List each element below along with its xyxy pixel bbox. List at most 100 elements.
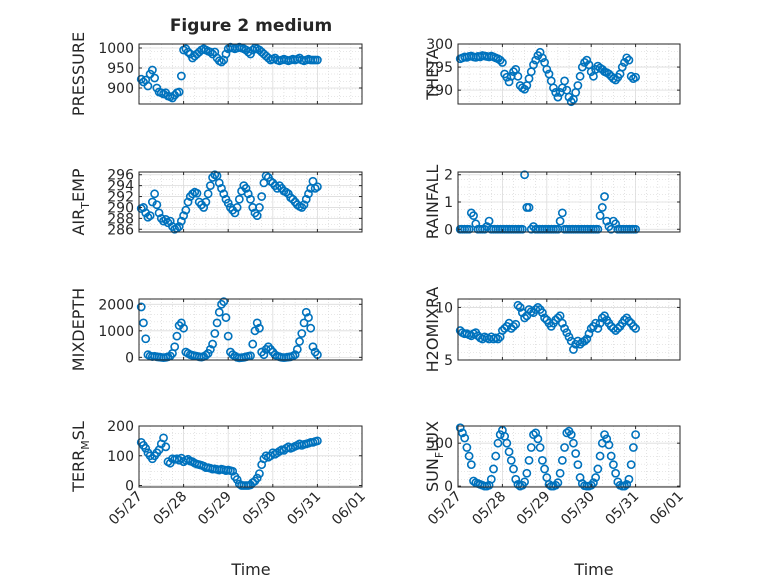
y-tick-label: 292 <box>107 190 134 206</box>
data-point <box>604 69 614 79</box>
y-tick-label: 286 <box>107 222 134 238</box>
data-point <box>595 451 605 461</box>
data-point <box>214 178 224 188</box>
data-point <box>566 97 576 107</box>
y-tick-label: 300 <box>426 37 453 53</box>
data-point <box>192 188 202 198</box>
data-point <box>484 216 494 226</box>
y-axis-label: RAINFALL <box>423 165 442 240</box>
data-point <box>509 67 518 77</box>
x-tick-label: 05/29 <box>195 489 235 529</box>
x-tick-label: 05/29 <box>514 489 554 529</box>
data-point <box>562 428 572 438</box>
data-point <box>557 455 567 465</box>
data-point <box>471 219 481 229</box>
data-point <box>141 443 151 453</box>
data-point <box>551 88 561 97</box>
data-point <box>553 478 563 488</box>
data-point <box>174 222 184 231</box>
y-tick-label: 1000 <box>98 324 134 340</box>
data-point <box>624 316 634 326</box>
data-point <box>486 474 496 484</box>
data-point <box>495 430 505 439</box>
data-point <box>569 438 578 448</box>
data-point <box>533 303 543 312</box>
data-point <box>537 53 547 63</box>
data-point <box>600 192 609 201</box>
data-point <box>631 72 640 82</box>
data-point <box>312 182 322 192</box>
data-point <box>524 74 534 84</box>
data-point <box>628 321 638 331</box>
data-point <box>620 481 629 491</box>
data-point <box>312 436 322 446</box>
axes-frame <box>138 171 363 233</box>
data-point <box>299 200 309 210</box>
data-point <box>214 307 224 317</box>
y-tick-label: 288 <box>107 211 134 227</box>
x-tick-label: 05/31 <box>284 489 324 529</box>
y-axis-label: THETA <box>423 48 442 100</box>
data-point <box>586 67 596 77</box>
y-axis-label: TERRMSL <box>69 421 92 493</box>
data-point <box>622 480 632 489</box>
data-point <box>176 71 186 81</box>
data-point <box>564 332 574 342</box>
data-point <box>557 208 567 218</box>
data-point <box>600 311 609 321</box>
data-point <box>560 324 569 333</box>
axes-frame <box>138 43 363 105</box>
y-tick-label: 290 <box>426 83 453 99</box>
data-point <box>560 443 569 452</box>
data-point <box>183 47 193 57</box>
data-point <box>600 430 609 439</box>
data-point <box>230 208 240 218</box>
data-point <box>522 468 532 478</box>
x-tick-label: 05/30 <box>240 489 280 529</box>
y-tick-label: 2000 <box>98 297 134 313</box>
data-point <box>573 81 583 90</box>
data-point <box>535 443 545 452</box>
data-point <box>201 350 211 360</box>
data-point <box>529 60 538 70</box>
data-point <box>205 181 215 191</box>
data-point <box>154 208 164 218</box>
data-point <box>549 83 558 93</box>
data-point <box>139 318 148 328</box>
data-point <box>161 442 171 452</box>
data-point <box>593 464 603 474</box>
subplot-1: 900 950 1000 PRESSURE <box>69 32 363 116</box>
y-axis-label: MIXDEPTH <box>69 288 88 371</box>
data-point <box>520 313 529 323</box>
data-point <box>631 224 640 234</box>
data-point <box>458 428 467 438</box>
data-point <box>593 324 603 333</box>
data-point <box>143 81 153 91</box>
data-point <box>555 216 565 226</box>
data-point <box>159 433 168 443</box>
data-point <box>557 318 567 328</box>
data-point <box>219 297 229 307</box>
y-tick-label: 200 <box>107 419 134 435</box>
data-point <box>609 460 618 470</box>
data-point <box>566 430 576 439</box>
data-point <box>509 464 518 474</box>
data-point <box>172 331 182 341</box>
data-point <box>301 194 311 204</box>
data-point <box>257 192 267 201</box>
data-point <box>504 447 514 457</box>
y-tick-label: 290 <box>107 200 134 216</box>
data-point <box>626 460 636 470</box>
data-point <box>250 326 260 336</box>
data-point <box>526 67 536 77</box>
data-point <box>569 345 578 354</box>
data-point <box>221 313 231 322</box>
data-point <box>141 334 151 344</box>
data-point <box>526 443 536 452</box>
data-point <box>228 466 238 476</box>
data-point <box>299 318 309 328</box>
